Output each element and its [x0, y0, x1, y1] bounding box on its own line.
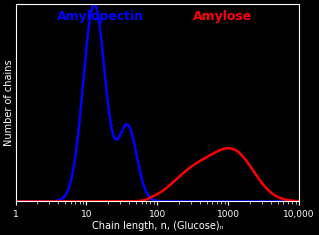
Y-axis label: Number of chains: Number of chains [4, 59, 14, 146]
Text: Amylopectin: Amylopectin [57, 10, 144, 23]
Text: Amylose: Amylose [193, 10, 252, 23]
X-axis label: Chain length, n, (Glucose)ₙ: Chain length, n, (Glucose)ₙ [92, 221, 223, 231]
